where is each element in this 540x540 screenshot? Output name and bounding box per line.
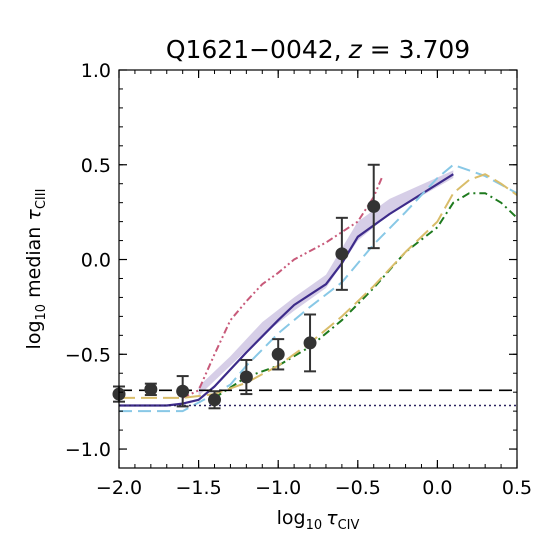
y-tick-label: −0.5 xyxy=(65,344,111,366)
data-points xyxy=(112,163,381,410)
y-tick-label: −1.0 xyxy=(65,439,111,461)
series-line-solid xyxy=(119,173,454,407)
x-axis-label: log10 τCIV xyxy=(277,507,360,533)
data-point xyxy=(239,370,253,384)
x-tick-label: 0.0 xyxy=(422,477,452,499)
data-point xyxy=(176,384,190,398)
plot-area xyxy=(119,163,517,413)
data-point xyxy=(335,247,349,261)
chart-title-suffix: = 3.709 xyxy=(362,35,470,64)
data-point xyxy=(208,393,222,407)
axis-ticks: −2.0 −1.5 −1.0 −0.5 0.0 0.5 −1.0 −0.5 0.0 0.5 1.0 xyxy=(65,60,532,499)
y-axis-label-sub2: CIII xyxy=(34,189,49,210)
series-line-dashed xyxy=(119,163,517,413)
y-axis-label: log10 median τCIII xyxy=(23,189,49,350)
y-axis-label-sym: τ xyxy=(23,209,45,221)
plot-content xyxy=(112,163,517,413)
x-axis-label-base: log xyxy=(277,507,306,529)
y-axis-label-mid: median xyxy=(23,221,45,304)
x-axis-label-sub: 10 xyxy=(306,518,323,533)
series-line-dashdotdot xyxy=(182,177,383,399)
x-tick-label: −1.5 xyxy=(176,477,222,499)
data-point xyxy=(367,199,381,213)
y-axis-label-sub: 10 xyxy=(34,304,49,321)
chart-title-var: z xyxy=(348,35,363,64)
x-axis-label-sub2: CIV xyxy=(338,518,360,533)
chart-title: Q1621−0042, z = 3.709 xyxy=(166,35,470,64)
data-point xyxy=(271,347,285,361)
y-axis-label-base: log xyxy=(23,320,45,349)
chart-title-prefix: Q1621−0042, xyxy=(166,35,342,64)
x-tick-label: 0.5 xyxy=(502,477,532,499)
plot-frame xyxy=(118,69,518,469)
x-tick-label: −1.0 xyxy=(255,477,301,499)
y-tick-label: 1.0 xyxy=(81,60,111,82)
x-tick-label: −2.0 xyxy=(96,477,142,499)
series-line-longdash xyxy=(119,173,517,399)
series-line-dashdot xyxy=(213,192,517,399)
x-axis-label-sym: τ xyxy=(326,507,338,529)
x-tick-label: −0.5 xyxy=(335,477,381,499)
data-point xyxy=(144,382,158,396)
data-point xyxy=(303,336,317,350)
y-tick-label: 0.0 xyxy=(81,250,111,272)
y-tick-label: 0.5 xyxy=(81,155,111,177)
